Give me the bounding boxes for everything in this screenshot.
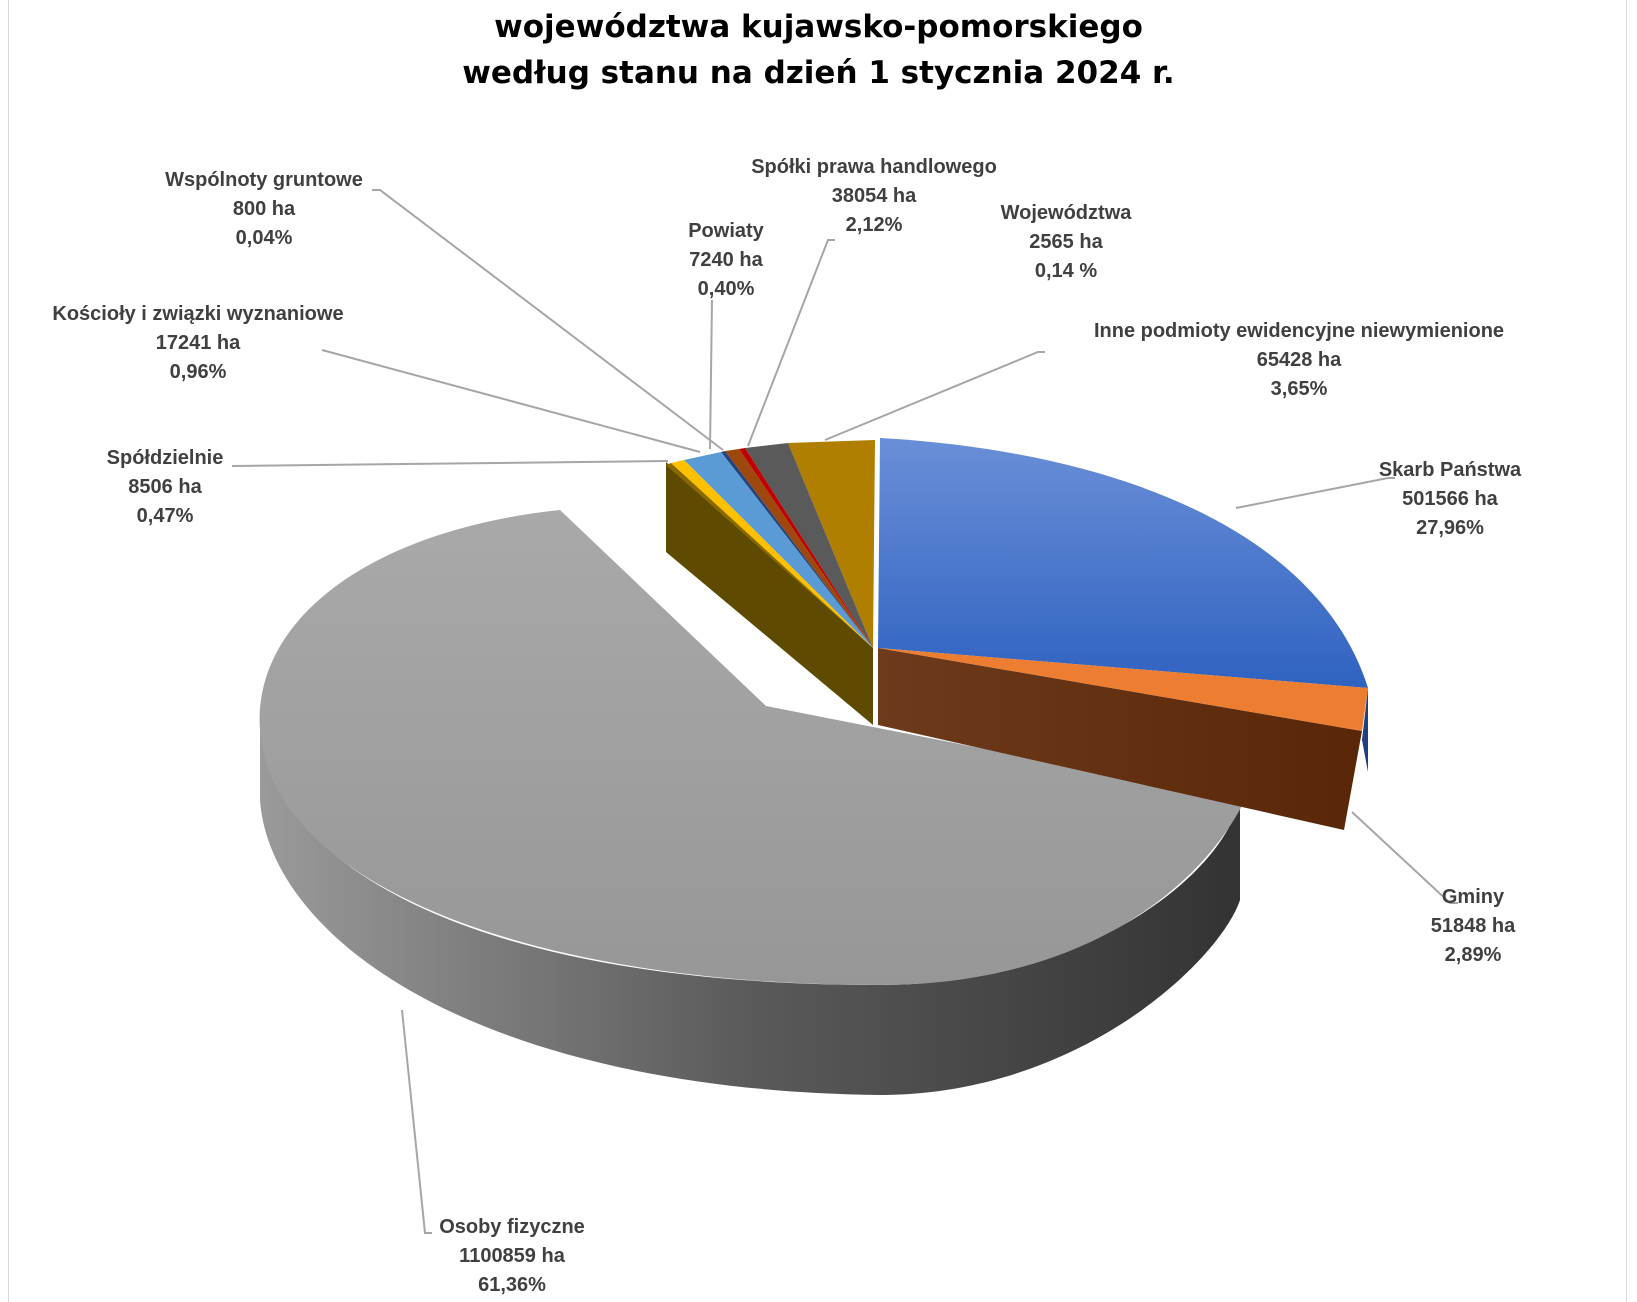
label-inne-podmioty-ewidencyjne-niewymienione-value: 65428 ha [1257,349,1342,371]
slice-inne-podmioty [666,440,875,725]
label-skarb-panstwa-name: Skarb Państwa [1379,459,1522,481]
label-gminy-value: 51848 ha [1431,915,1516,937]
leader-gminy [1351,811,1458,904]
label-inne-podmioty-ewidencyjne-niewymienione-name: Inne podmioty ewidencyjne niewymienione [1094,320,1504,342]
label-spolki-prawa-handlowego: Spółki prawa handlowego 38054 ha 2,12% [751,156,997,236]
leader-spolki [747,239,835,447]
label-inne-podmioty-ewidencyjne-niewymienione-percent: 3,65% [1271,378,1328,400]
label-wspolnoty-gruntowe-name: Wspólnoty gruntowe [165,169,363,191]
leader-wspolnoty [372,189,724,451]
slice-koscioly [684,452,873,648]
label-powiaty: Powiaty 7240 ha 0,40% [688,220,764,300]
label-spolki-prawa-handlowego-value: 38054 ha [832,185,917,207]
label-skarb-panstwa-percent: 27,96% [1416,517,1484,539]
label-wspolnoty-gruntowe-value: 800 ha [233,198,296,220]
label-spolki-prawa-handlowego-name: Spółki prawa handlowego [751,156,997,178]
leader-skarb-panstwa [1235,477,1395,509]
leader-osoby-fizyczne [401,1009,432,1234]
leader-inne [824,351,1045,441]
data-labels: Skarb Państwa 501566 ha 27,96% Gminy 51848 h… [52,156,1522,1296]
label-wojewodztwa: Województwa 2565 ha 0,14 % [1001,202,1133,282]
slice-inne-front [666,463,873,648]
label-powiaty-percent: 0,40% [698,278,755,300]
slice-osoby-fizyczne-side [260,730,1240,1095]
label-wspolnoty-gruntowe-percent: 0,04% [236,227,293,249]
chart-title-line-1: województwa kujawsko-pomorskiego [494,9,1143,45]
label-spoldzielnie: Spółdzielnie 8506 ha 0,47% [107,447,224,527]
leader-koscioly [321,349,701,453]
label-spolki-prawa-handlowego-percent: 2,12% [846,214,903,236]
leader-spoldzielnie [231,460,669,467]
label-spoldzielnie-percent: 0,47% [137,505,194,527]
slice-inne-podmioty-side [666,462,873,725]
label-osoby-fizyczne-percent: 61,36% [478,1274,546,1296]
chart-title-line-2: według stanu na dzień 1 stycznia 2024 r. [462,55,1175,91]
label-inne-podmioty-ewidencyjne-niewymienione: Inne podmioty ewidencyjne niewymienione 6… [1094,320,1504,400]
label-osoby-fizyczne-value: 1100859 ha [459,1245,566,1267]
label-gminy-name: Gminy [1442,886,1505,908]
slice-wojewodztwa [739,448,873,648]
label-wspolnoty-gruntowe: Wspólnoty gruntowe 800 ha 0,04% [165,169,363,249]
slice-skarb-panstwa [878,438,1368,772]
label-gminy: Gminy 51848 ha 2,89% [1431,886,1516,966]
leader-lines [231,189,1458,1234]
label-powiaty-name: Powiaty [688,220,764,242]
label-skarb-panstwa: Skarb Państwa 501566 ha 27,96% [1379,459,1522,539]
label-koscioly-i-zwiazki-wyznaniowe-name: Kościoły i związki wyznaniowe [52,303,343,325]
chart-frame [8,0,1627,1302]
chart-title: województwa kujawsko-pomorskiego według … [0,4,1637,96]
label-osoby-fizyczne-name: Osoby fizyczne [439,1216,585,1238]
slice-spolki-prawa-handlowego [745,443,873,648]
label-wojewodztwa-percent: 0,14 % [1035,260,1097,282]
label-skarb-panstwa-value: 501566 ha [1402,488,1499,510]
slice-inne-podmioty-top [788,440,875,648]
slice-wspolnoty-gruntowe [721,451,873,648]
slice-gminy [878,648,1368,830]
slice-gminy-side [878,648,1362,830]
leader-powiaty [709,299,713,450]
label-koscioly-i-zwiazki-wyznaniowe: Kościoły i związki wyznaniowe 17241 ha 0,9… [52,303,343,383]
label-koscioly-i-zwiazki-wyznaniowe-value: 17241 ha [156,332,241,354]
slice-skarb-panstwa-top [878,438,1368,688]
slice-osoby-fizyczne-top [259,510,1245,985]
label-powiaty-value: 7240 ha [689,249,763,271]
slice-powiaty [725,449,873,648]
label-wojewodztwa-value: 2565 ha [1029,231,1103,253]
slice-osoby-fizyczne [259,510,1245,1095]
label-spoldzielnie-value: 8506 ha [128,476,202,498]
label-gminy-percent: 2,89% [1445,944,1502,966]
slice-gminy-top [878,648,1368,731]
label-koscioly-i-zwiazki-wyznaniowe-percent: 0,96% [170,361,227,383]
label-spoldzielnie-name: Spółdzielnie [107,447,224,469]
slice-spoldzielnie [671,460,873,648]
label-osoby-fizyczne: Osoby fizyczne 1100859 ha 61,36% [439,1216,585,1296]
label-wojewodztwa-name: Województwa [1001,202,1133,224]
